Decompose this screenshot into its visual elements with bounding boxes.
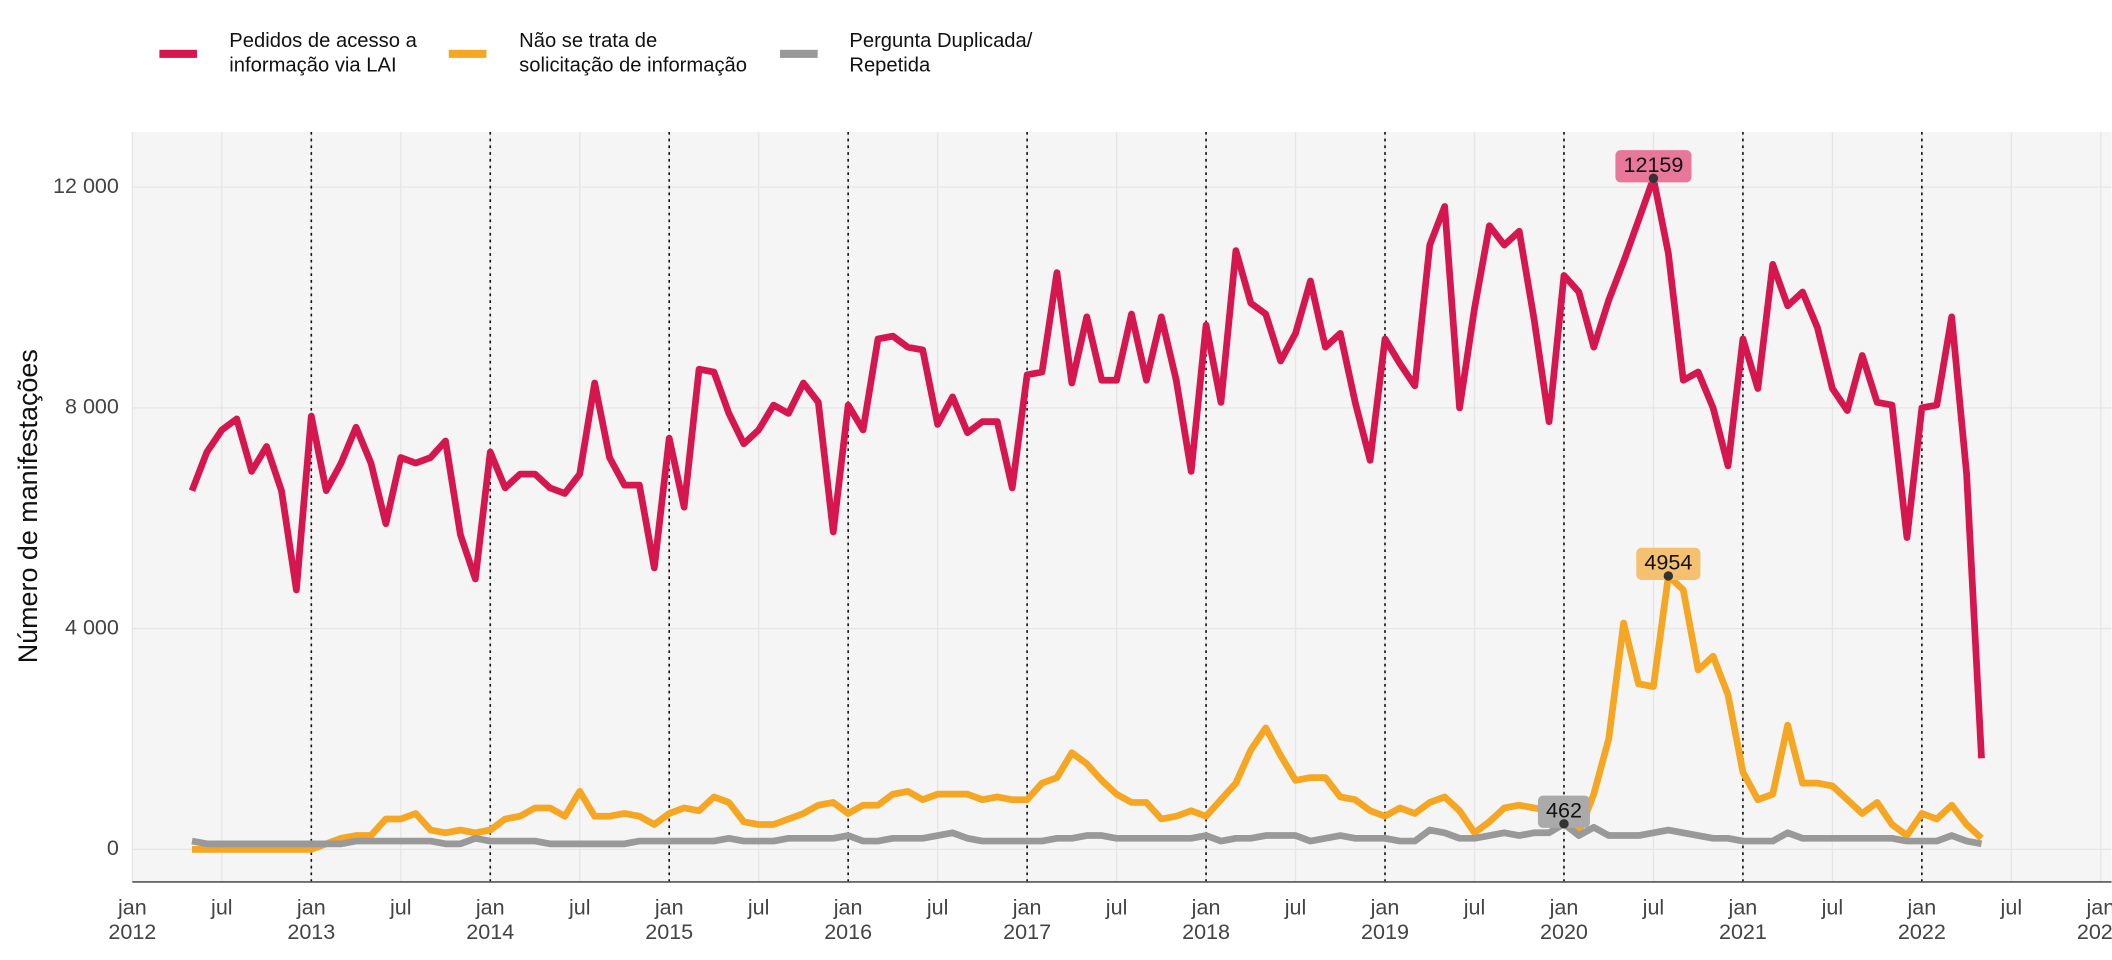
max-annotation: 4954 — [1636, 547, 1701, 581]
legend-swatch — [779, 49, 818, 58]
x-tick-label: jan — [475, 896, 505, 920]
x-year-label: 2023 — [2077, 920, 2112, 944]
max-annotation: 12159 — [1615, 150, 1692, 183]
plot-panel — [132, 131, 2112, 882]
x-tick-label: jan — [833, 896, 863, 920]
x-year-label: 2015 — [645, 920, 693, 944]
x-tick-label: jan — [1549, 896, 1579, 920]
x-tick-label: jul — [747, 896, 770, 920]
max-label: 462 — [1546, 798, 1582, 822]
legend-item: Pergunta Duplicada/ Repetida — [779, 30, 1032, 78]
max-point — [1648, 173, 1659, 184]
y-tick-label: 4 000 — [65, 615, 119, 639]
x-year-label: 2012 — [108, 920, 156, 944]
x-tick-label: jan — [1907, 896, 1937, 920]
x-year-label: 2018 — [1182, 920, 1230, 944]
y-tick-label: 12 000 — [53, 174, 119, 198]
x-year-label: 2013 — [287, 920, 335, 944]
legend-item: Pedidos de acesso a informação via LAI — [159, 30, 417, 78]
y-tick-label: 0 — [107, 836, 119, 860]
x-tick-label: jul — [1821, 896, 1844, 920]
x-tick-label: jan — [1370, 896, 1400, 920]
x-year-label: 2022 — [1898, 920, 1946, 944]
legend-label: Pergunta Duplicada/ Repetida — [849, 29, 1033, 77]
max-label: 12159 — [1624, 153, 1684, 177]
x-tick-label: jan — [117, 896, 147, 920]
series-line — [188, 174, 1985, 759]
x-tick-label: jul — [568, 896, 591, 920]
x-year-label: 2020 — [1540, 920, 1588, 944]
legend-label: Pedidos de acesso a informação via LAI — [229, 29, 417, 77]
y-tick-label: 8 000 — [65, 395, 119, 419]
x-year-label: 2014 — [466, 920, 514, 944]
series-line — [191, 572, 1984, 853]
series-line — [191, 820, 1983, 848]
x-tick-label: jul — [1105, 896, 1128, 920]
x-year-label: 2017 — [1003, 920, 1051, 944]
legend-item: Não se trata de solicitação de informaçã… — [449, 30, 747, 78]
legend-box: Pedidos de acesso a informação via LAI Nã… — [159, 30, 1371, 78]
x-year-label: 2019 — [1361, 920, 1409, 944]
legend: Pedidos de acesso a informação via LAI Nã… — [159, 30, 1371, 78]
x-tick-label: jul — [926, 896, 949, 920]
x-tick-label: jan — [654, 896, 684, 920]
x-tick-label: jan — [1191, 896, 1221, 920]
x-tick-label: jul — [389, 896, 412, 920]
max-label-box — [1615, 150, 1692, 183]
x-tick-label: jul — [210, 896, 233, 920]
x-year-label: 2016 — [824, 920, 872, 944]
max-label: 4954 — [1644, 551, 1692, 575]
x-tick-label: jan — [2085, 896, 2112, 920]
max-annotation: 462 — [1537, 795, 1591, 828]
y-axis-label: Número de manifestações — [13, 349, 43, 663]
max-point — [1559, 819, 1569, 829]
x-year-label: 2021 — [1719, 920, 1767, 944]
x-tick-label: jul — [1284, 896, 1307, 920]
x-tick-label: jul — [1463, 896, 1486, 920]
x-tick-label: jan — [1728, 896, 1758, 920]
x-tick-label: jan — [296, 896, 326, 920]
legend-swatch — [159, 49, 197, 58]
max-point — [1663, 571, 1674, 581]
legend-swatch — [449, 49, 487, 58]
max-label-box — [1636, 547, 1701, 581]
x-tick-label: jul — [2000, 896, 2023, 920]
max-label-box — [1537, 795, 1591, 828]
x-tick-label: jul — [1642, 896, 1665, 920]
legend-label: Não se trata de solicitação de informaçã… — [519, 29, 748, 77]
x-tick-label: jan — [1012, 896, 1042, 920]
